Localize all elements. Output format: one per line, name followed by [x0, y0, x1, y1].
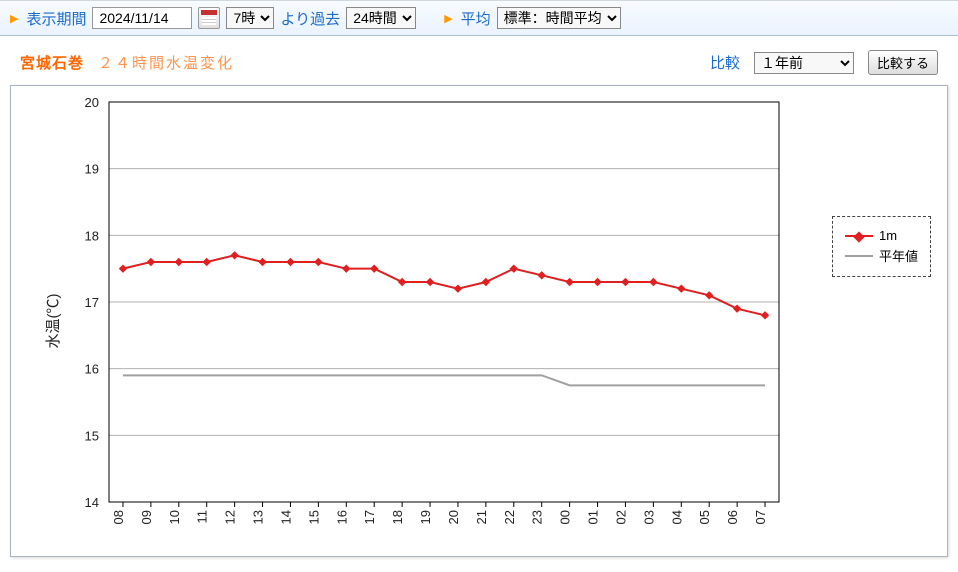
chart-svg: 14 15 16 17 18 19 20 08 09 10 11 12 13 14 15 16 17 18 19 20… [19, 96, 939, 548]
legend-label: 1m [879, 228, 897, 243]
calendar-icon[interactable] [198, 7, 220, 29]
svg-text:14: 14 [278, 510, 293, 524]
svg-text:19: 19 [85, 162, 99, 177]
past-label: より過去 [280, 8, 340, 29]
chart-inner: 水温(℃) 14 15 16 17 18 19 20 08 09 10 11 12 13 14 15 16 17… [19, 96, 939, 546]
svg-text:15: 15 [306, 510, 321, 524]
location-name: 宮城石巻 [20, 52, 84, 73]
svg-text:06: 06 [725, 510, 740, 524]
triangle-icon: ▶ [10, 12, 18, 25]
triangle-icon: ▶ [444, 12, 452, 25]
svg-text:07: 07 [753, 510, 768, 524]
svg-text:18: 18 [390, 510, 405, 524]
svg-text:14: 14 [85, 495, 99, 510]
toolbar: ▶ 表示期間 7時 より過去 24時間 ▶ 平均 標準：時間平均 [0, 0, 958, 36]
svg-text:21: 21 [474, 510, 489, 524]
svg-text:22: 22 [502, 510, 517, 524]
svg-text:10: 10 [167, 510, 182, 524]
svg-text:15: 15 [85, 428, 99, 443]
svg-text:16: 16 [334, 510, 349, 524]
legend-item: 平年値 [845, 246, 918, 265]
y-axis-label: 水温(℃) [42, 294, 63, 349]
svg-text:13: 13 [251, 510, 266, 524]
svg-text:23: 23 [530, 510, 545, 524]
svg-text:03: 03 [641, 510, 656, 524]
svg-text:00: 00 [558, 510, 573, 524]
legend-item: 1m [845, 228, 918, 243]
svg-text:20: 20 [85, 96, 99, 110]
svg-text:17: 17 [362, 510, 377, 524]
svg-text:05: 05 [697, 510, 712, 524]
legend-label: 平年値 [879, 246, 918, 265]
period-label: 表示期間 [26, 8, 86, 29]
svg-text:04: 04 [669, 510, 684, 524]
avg-label: 平均 [461, 8, 491, 29]
svg-text:12: 12 [223, 510, 238, 524]
svg-text:18: 18 [85, 228, 99, 243]
compare-label: 比較 [710, 52, 740, 73]
legend: 1m 平年値 [832, 216, 931, 277]
legend-swatch [845, 235, 873, 237]
hour-select[interactable]: 7時 [226, 7, 274, 29]
svg-text:19: 19 [418, 510, 433, 524]
title-row: 宮城石巻 ２４時間水温変化 比較 １年前 比較する [0, 36, 958, 79]
svg-text:08: 08 [111, 510, 126, 524]
svg-text:16: 16 [85, 362, 99, 377]
chart-card: 水温(℃) 14 15 16 17 18 19 20 08 09 10 11 12 13 14 15 16 17… [10, 85, 948, 557]
svg-text:17: 17 [85, 295, 99, 310]
compare-button[interactable]: 比較する [868, 50, 938, 75]
svg-text:02: 02 [613, 510, 628, 524]
svg-text:20: 20 [446, 510, 461, 524]
compare-select[interactable]: １年前 [754, 52, 854, 74]
legend-swatch [845, 255, 873, 257]
date-input[interactable] [92, 7, 192, 29]
avg-select[interactable]: 標準：時間平均 [497, 7, 621, 29]
svg-text:11: 11 [195, 510, 210, 524]
location-subtitle: ２４時間水温変化 [98, 52, 234, 73]
svg-text:01: 01 [586, 510, 601, 524]
span-select[interactable]: 24時間 [346, 7, 416, 29]
svg-text:09: 09 [139, 510, 154, 524]
